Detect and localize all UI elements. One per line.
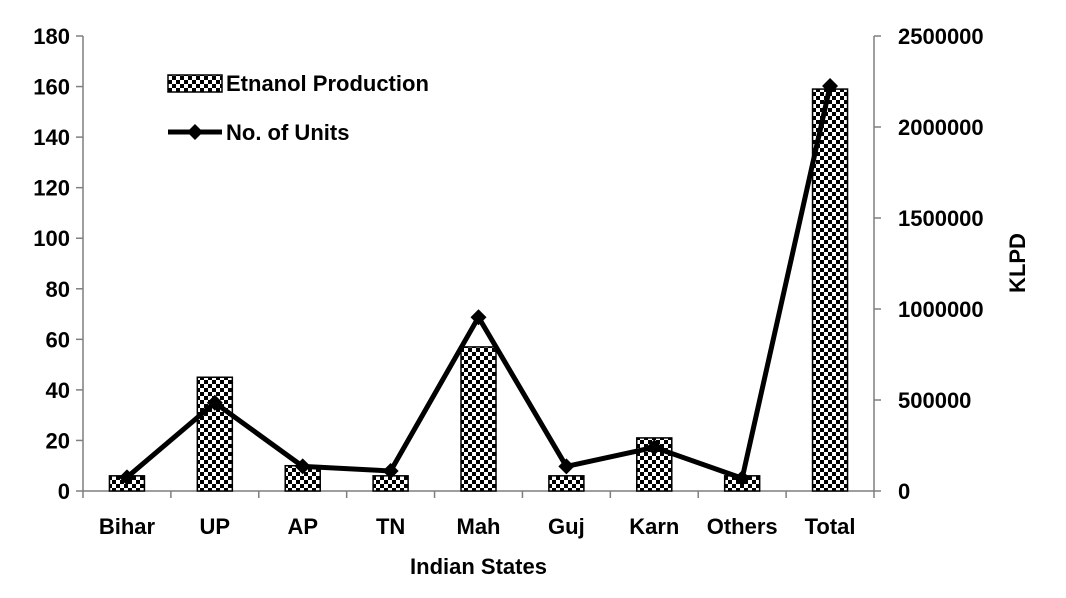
y-tick-left-label: 80: [46, 277, 70, 302]
y-tick-left-label: 100: [33, 226, 70, 251]
point-others: [734, 470, 751, 487]
x-category-label: TN: [376, 514, 405, 539]
y-tick-left-label: 20: [46, 428, 70, 453]
point-tn: [382, 462, 399, 479]
x-category-label: UP: [200, 514, 231, 539]
point-ap: [294, 458, 311, 475]
point-karn: [646, 439, 663, 456]
y-tick-right-label: 2000000: [898, 115, 984, 140]
y-tick-left-label: 0: [58, 479, 70, 504]
y-tick-left-label: 60: [46, 327, 70, 352]
legend-bar-swatch: [167, 74, 223, 93]
point-total: [822, 78, 839, 95]
y-tick-right-label: 1000000: [898, 297, 984, 322]
point-guj: [558, 458, 575, 475]
y2-axis-title: KLPD: [1005, 233, 1030, 293]
bar-mah: [460, 346, 497, 492]
point-mah: [470, 309, 487, 326]
x-category-label: Bihar: [99, 514, 156, 539]
legend-line-marker: [187, 124, 203, 140]
x-category-label: Others: [707, 514, 778, 539]
y-tick-right-label: 500000: [898, 388, 971, 413]
y-tick-right-label: 0: [898, 479, 910, 504]
y-tick-left-label: 120: [33, 176, 70, 201]
legend-line-label: No. of Units: [226, 120, 349, 145]
y-tick-left-label: 140: [33, 125, 70, 150]
x-category-label: Karn: [629, 514, 679, 539]
point-up: [206, 394, 223, 411]
x-axis-title: Indian States: [410, 554, 547, 579]
y-tick-right-label: 1500000: [898, 206, 984, 231]
bar-up: [196, 376, 234, 492]
x-category-label: Mah: [457, 514, 501, 539]
bar-guj: [548, 475, 585, 492]
point-bihar: [118, 469, 135, 486]
x-category-label: AP: [287, 514, 318, 539]
x-category-label: Guj: [548, 514, 585, 539]
x-category-label: Total: [805, 514, 856, 539]
y-tick-left-label: 160: [33, 75, 70, 100]
y-tick-left-label: 40: [46, 378, 70, 403]
y-tick-left-label: 180: [33, 24, 70, 49]
y-tick-right-label: 2500000: [898, 24, 984, 49]
legend-bar-label: Etnanol Production: [226, 71, 429, 96]
